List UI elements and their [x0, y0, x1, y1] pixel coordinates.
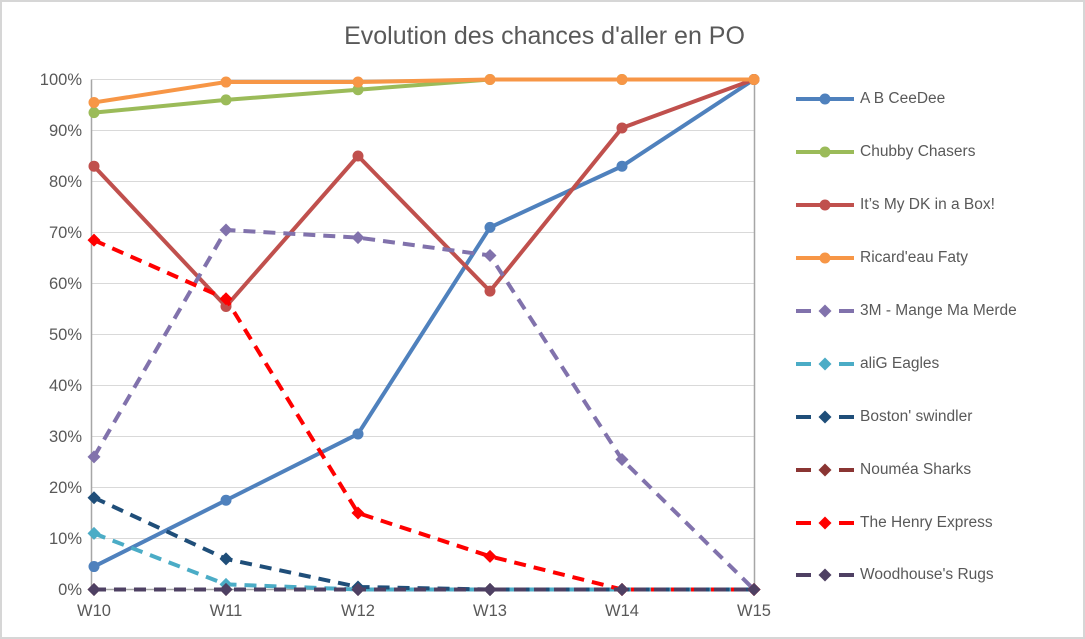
series-marker [219, 223, 233, 237]
series-marker [615, 452, 629, 466]
legend-label: The Henry Express [860, 513, 993, 531]
series-marker [484, 285, 496, 297]
legend-label: Chubby Chasers [860, 143, 976, 161]
series-marker [352, 84, 364, 96]
y-axis-label: 40% [49, 377, 82, 395]
series-line-9 [93, 238, 754, 592]
series-line-1 [93, 77, 756, 569]
series-marker [351, 506, 365, 520]
series-marker [220, 76, 232, 88]
legend-item: aliG Eagles [796, 337, 1076, 390]
series-marker [351, 583, 365, 596]
series-marker [351, 231, 365, 245]
legend-label: A B CeeDee [860, 90, 946, 108]
series-marker [87, 233, 101, 247]
series-marker [748, 74, 760, 85]
legend-label: Woodhouse's Rugs [860, 566, 994, 584]
legend-line-sample [796, 304, 854, 318]
y-axis-label: 30% [49, 428, 82, 446]
legend-label: Boston' swindler [860, 407, 973, 425]
x-axis-label: W10 [77, 602, 111, 620]
series-marker [87, 583, 101, 596]
x-axis-label: W13 [473, 602, 507, 620]
legend-item: Nouméa Sharks [796, 443, 1076, 496]
series-marker [616, 74, 628, 85]
y-axis-label: 100% [40, 71, 83, 89]
series-line-7 [93, 495, 754, 592]
y-axis-label: 60% [49, 275, 82, 293]
legend-item: Chubby Chasers [796, 126, 1076, 179]
legend-item: Woodhouse's Rugs [796, 549, 1076, 602]
legend-line-sample [796, 516, 854, 530]
series-line-4 [93, 77, 754, 105]
y-axis-label: 80% [49, 173, 82, 191]
series-marker [352, 150, 364, 162]
series-marker [747, 583, 761, 596]
series-marker [220, 494, 232, 506]
x-axis-label: W14 [605, 602, 639, 620]
legend-line-sample [796, 93, 854, 105]
series-marker [352, 76, 364, 88]
legend-label: It’s My DK in a Box! [860, 196, 995, 214]
series-marker [352, 428, 364, 440]
legend-line-sample [796, 568, 854, 582]
y-axis-label: 0% [58, 581, 82, 599]
series-marker [87, 526, 101, 540]
series-marker [88, 107, 100, 119]
series-marker [220, 94, 232, 106]
legend-line-sample [796, 463, 854, 477]
series-marker [484, 74, 496, 85]
series-marker [87, 491, 101, 505]
legend-label: Nouméa Sharks [860, 460, 972, 478]
series-marker [483, 583, 497, 596]
series-marker [615, 583, 629, 596]
legend-line-sample [796, 357, 854, 371]
series-line-2 [93, 77, 754, 115]
y-axis-label: 10% [49, 530, 82, 548]
series-marker [484, 221, 496, 233]
series-marker [616, 122, 628, 134]
series-marker [219, 552, 233, 566]
legend-label: aliG Eagles [860, 354, 940, 372]
x-axis-label: W12 [341, 602, 375, 620]
series-marker [219, 583, 233, 596]
legend-label: 3M - Mange Ma Merde [860, 302, 1017, 319]
y-axis-label: 50% [49, 326, 82, 344]
series-line-5 [92, 227, 756, 591]
y-axis-label: 70% [49, 224, 82, 242]
legend-item: It’s My DK in a Box! [796, 179, 1076, 232]
legend-item: A B CeeDee [796, 73, 1076, 126]
x-axis-label: W11 [210, 602, 243, 620]
chart-legend: A B CeeDee Chubby Chasers It’s My DK in a … [796, 73, 1076, 602]
series-marker [616, 160, 628, 172]
series-marker [483, 549, 497, 563]
legend-label: Ricard'eau Faty [860, 249, 969, 267]
series-marker [88, 561, 100, 573]
series-marker [88, 96, 100, 108]
legend-item: The Henry Express [796, 496, 1076, 549]
legend-line-sample [796, 410, 854, 424]
series-marker [88, 160, 100, 172]
legend-item: 3M - Mange Ma Merde [796, 285, 1076, 338]
series-marker [87, 450, 101, 464]
series-line-3 [92, 77, 755, 310]
chart-title: Evolution des chances d'aller en PO [344, 22, 745, 50]
legend-line-sample [796, 146, 854, 158]
legend-item: Boston' swindler [796, 390, 1076, 443]
legend-line-sample [796, 252, 854, 264]
series-marker [219, 292, 233, 306]
y-axis-label: 90% [49, 122, 82, 140]
x-axis-label: W15 [737, 602, 771, 620]
legend-item: Ricard'eau Faty [796, 232, 1076, 285]
legend-line-sample [796, 199, 854, 211]
y-axis-label: 20% [49, 479, 82, 497]
series-marker [483, 248, 497, 262]
